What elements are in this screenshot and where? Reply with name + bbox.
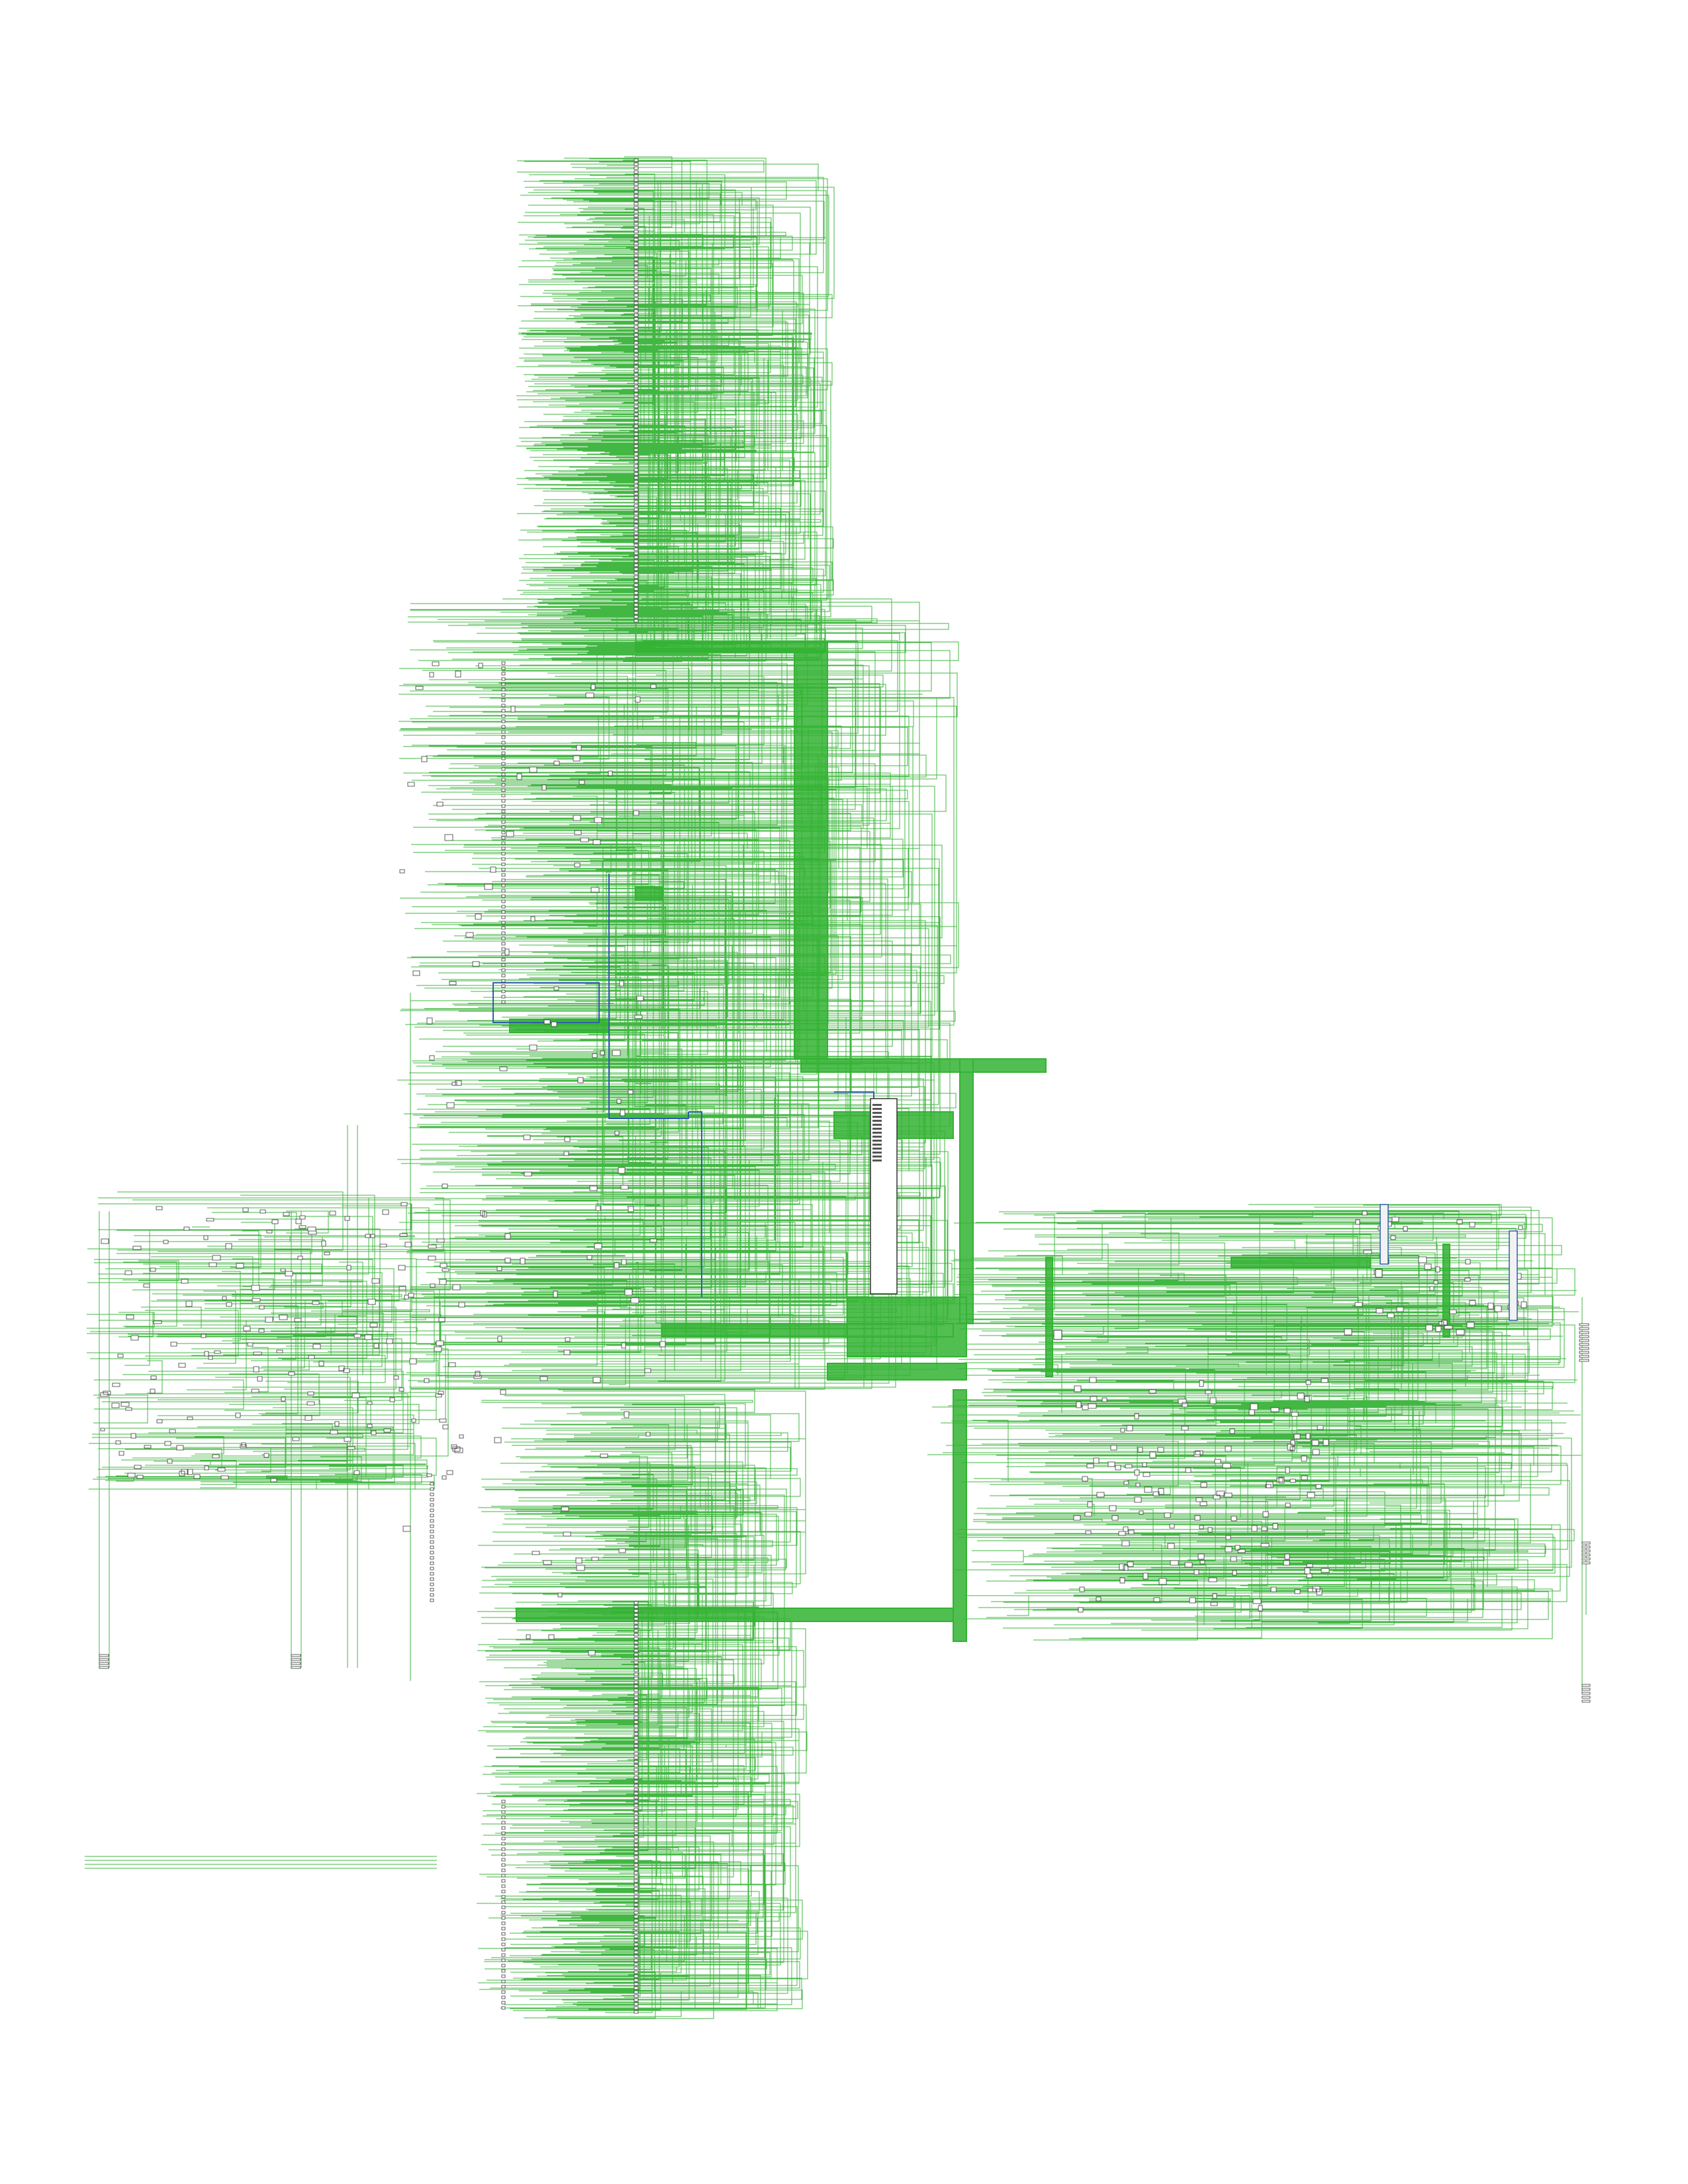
block-layer (870, 1098, 1518, 1340)
ic-pin (872, 1160, 882, 1161)
bus-line-group (492, 874, 874, 1297)
ic-pin (872, 1140, 882, 1142)
ic-pin (872, 1108, 882, 1110)
small-connector (1375, 1269, 1383, 1278)
wire-layer (85, 156, 1587, 2019)
component-layer (99, 158, 1591, 2014)
far-right-ic-block (1509, 1230, 1518, 1321)
ic-pin (872, 1144, 882, 1146)
right-ic-block (1380, 1204, 1389, 1265)
ic-pin (872, 1156, 882, 1158)
ic-pin (872, 1136, 882, 1138)
small-connector (1053, 1330, 1062, 1340)
ic-pin (872, 1104, 882, 1106)
ic-pin (872, 1112, 882, 1114)
bus-layer (492, 874, 874, 1297)
ic-pin (872, 1128, 882, 1130)
ic-pin (872, 1116, 882, 1118)
ic-pin (872, 1120, 882, 1122)
ic-pin (872, 1148, 882, 1150)
ic-pin (872, 1124, 882, 1126)
wire-bundle-group (509, 641, 1450, 1642)
ic-pin (872, 1152, 882, 1154)
gate-symbol-group (99, 158, 1591, 2014)
ic-pin (872, 1132, 882, 1134)
main-ic-block (870, 1098, 898, 1295)
